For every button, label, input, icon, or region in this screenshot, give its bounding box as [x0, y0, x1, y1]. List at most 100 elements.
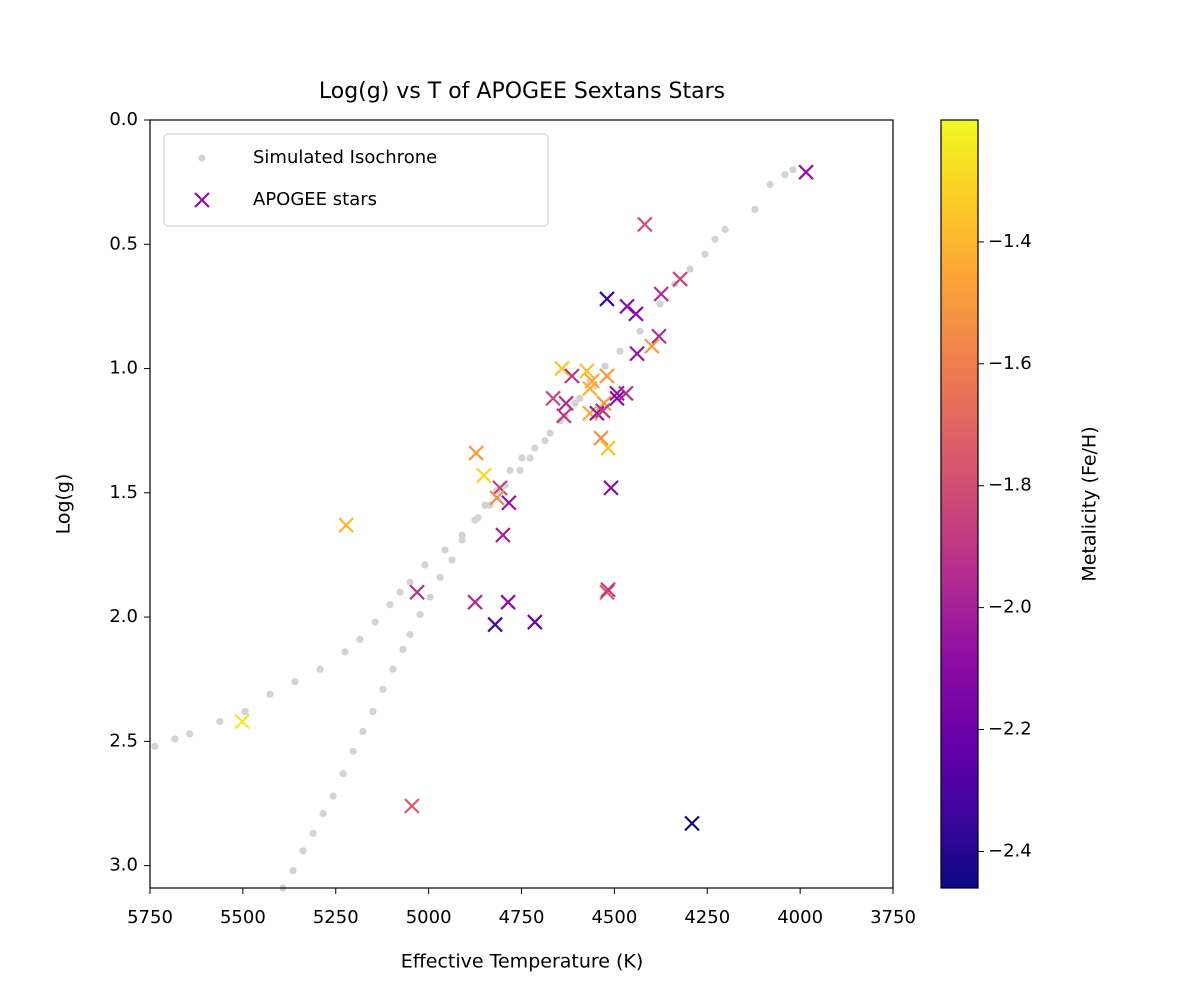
isochrone-point [319, 809, 327, 818]
star-marker [492, 480, 508, 496]
isochrone-point [316, 665, 324, 673]
star-marker [595, 403, 611, 419]
isochrone-point [356, 635, 364, 644]
isochrone-point [441, 546, 449, 554]
colorbar-tick-label: −1.6 [988, 353, 1032, 374]
x-tick-label: 4500 [591, 907, 637, 928]
star-marker [798, 164, 814, 180]
star-marker [599, 291, 615, 307]
isochrone-point [721, 225, 729, 233]
x-axis-label: Effective Temperature (K) [401, 951, 644, 973]
isochrone-point [349, 747, 357, 755]
isochrone-point [781, 171, 789, 179]
isochrone-point [216, 717, 224, 726]
isochrone-point [299, 847, 307, 855]
legend-marker [194, 192, 210, 208]
isochrone-point [789, 166, 797, 174]
isochrone-point [371, 618, 379, 626]
isochrone-point [339, 770, 347, 778]
isochrone-point [396, 588, 404, 596]
star-marker [600, 581, 616, 598]
isochrone-point [289, 867, 297, 875]
isochrone-point [546, 429, 554, 437]
isochrone-point [389, 665, 397, 673]
star-marker [644, 338, 660, 354]
colorbar-tick-label: −2.2 [988, 719, 1032, 740]
legend-marker [198, 154, 206, 162]
y-tick-label: 3.0 [109, 855, 138, 876]
star-marker [593, 430, 609, 446]
isochrone-point [766, 181, 774, 189]
isochrone-point [656, 300, 664, 308]
isochrone-point [471, 516, 479, 524]
isochrone-point [601, 362, 609, 370]
star-marker [599, 368, 615, 384]
star-marker [672, 271, 688, 287]
isochrone-point [686, 265, 694, 273]
colorbar-tick-label: −2.0 [988, 597, 1032, 618]
colorbar-label: Metalicity (Fe/H) [1079, 426, 1101, 581]
star-marker [545, 390, 561, 407]
colorbar-tick-label: −1.8 [988, 475, 1032, 496]
isochrone-point [426, 593, 434, 601]
x-tick-label: 5000 [406, 907, 452, 928]
star-marker [489, 490, 505, 506]
isochrone-point [616, 347, 624, 355]
legend-box [163, 133, 549, 227]
star-marker [467, 594, 483, 610]
star-marker [579, 363, 595, 379]
isochrone-point [436, 573, 444, 581]
isochrone-point [448, 556, 456, 564]
isochrone-point [359, 727, 367, 736]
colorbar-tick-label: −1.4 [988, 231, 1032, 252]
chart-title: Log(g) vs T of APOGEE Sextans Stars [319, 79, 725, 104]
y-tick-label: 2.5 [109, 730, 138, 751]
isochrone-point [399, 645, 407, 653]
star-marker [653, 286, 669, 302]
isochrone-point [406, 578, 414, 586]
star-marker [629, 345, 645, 362]
isochrone-point [416, 611, 424, 619]
isochrone-point [386, 601, 394, 609]
y-tick-label: 1.0 [109, 358, 138, 379]
y-tick-label: 0.0 [109, 109, 138, 130]
isochrone-point [531, 444, 539, 452]
x-tick-label: 5250 [313, 907, 359, 928]
isochrone-point [341, 648, 349, 656]
star-marker [476, 467, 492, 484]
x-tick-label: 5500 [220, 907, 266, 928]
legend-label: Simulated Isochrone [253, 147, 437, 168]
star-marker [618, 385, 634, 402]
star-marker [651, 328, 667, 345]
colorbar-tick-label: −2.4 [988, 840, 1032, 861]
star-marker [500, 594, 516, 610]
isochrone-point [541, 437, 549, 445]
isochrone-point [291, 678, 299, 686]
star-marker [234, 713, 250, 730]
isochrone-point [406, 630, 414, 639]
isochrone-point [516, 466, 524, 475]
isochrone-point [421, 561, 429, 569]
star-marker [409, 584, 425, 601]
plot-frame [149, 119, 894, 889]
x-tick-label: 4250 [684, 907, 730, 928]
isochrone-point [171, 735, 179, 743]
isochrone-point [481, 501, 489, 509]
y-tick-label: 2.0 [109, 606, 138, 627]
star-marker [684, 815, 700, 832]
star-marker [628, 306, 644, 322]
star-marker [600, 440, 616, 456]
isochrone-point [241, 707, 249, 716]
isochrone-point [576, 394, 584, 402]
isochrone-point [379, 685, 387, 693]
star-marker [603, 480, 619, 496]
isochrone-point [329, 792, 337, 800]
star-marker [637, 216, 653, 233]
legend: Simulated Isochrone APOGEE stars [163, 133, 549, 227]
x-tick-label: 5750 [127, 907, 173, 928]
isochrone-point [571, 399, 579, 407]
star-marker [338, 517, 354, 533]
isochrone-point [711, 235, 719, 243]
star-marker [404, 798, 420, 814]
